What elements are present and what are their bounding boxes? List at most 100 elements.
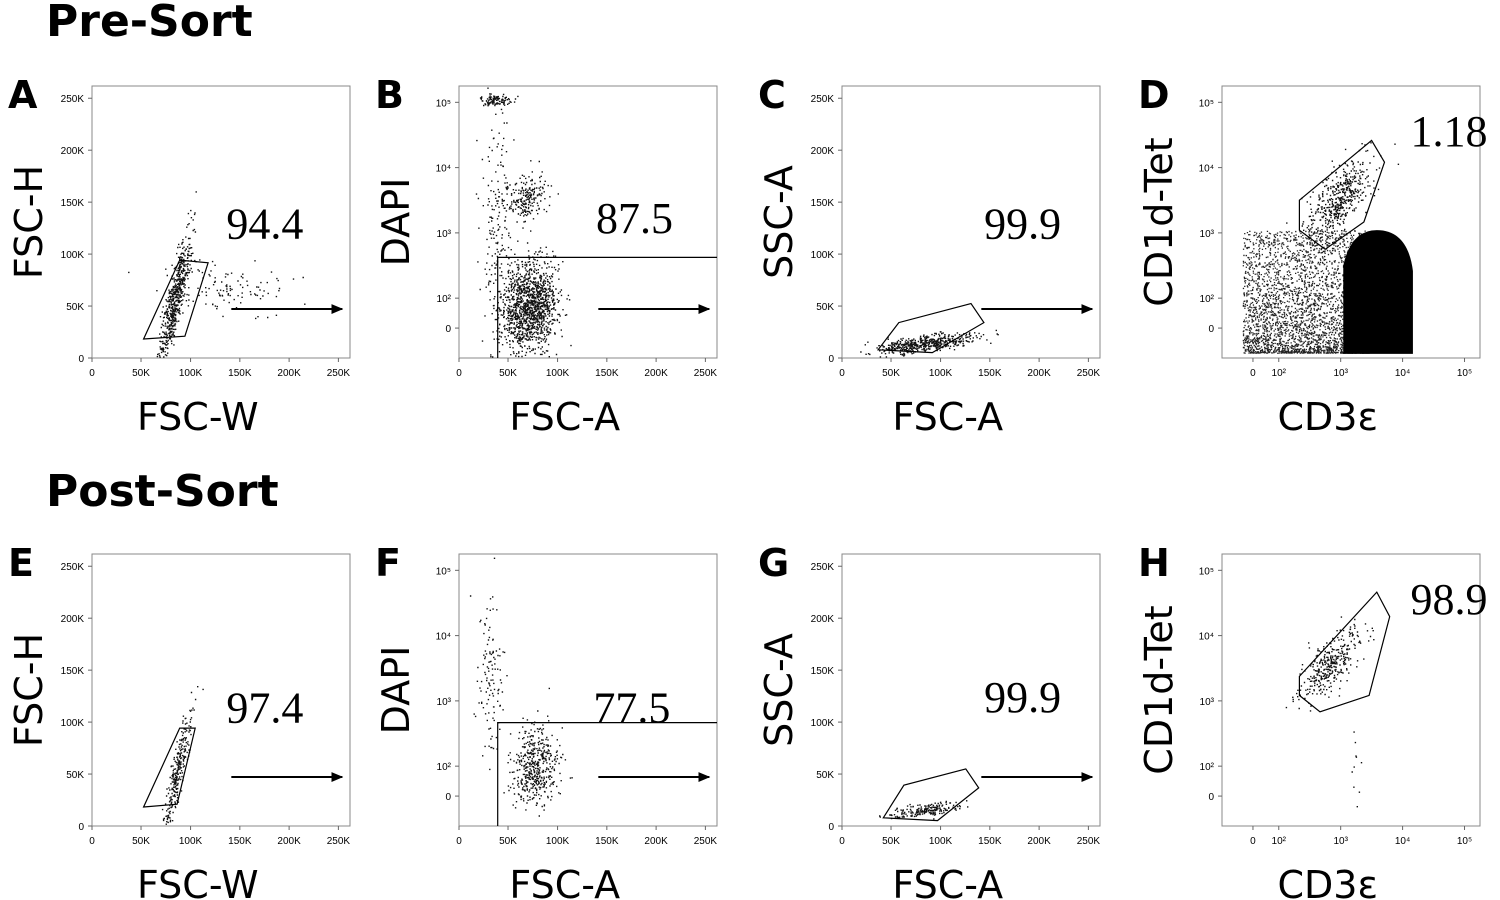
y-tick-label: 50K	[816, 302, 834, 313]
x-tick-label: 10⁴	[1395, 836, 1410, 847]
x-axis-label: FSC-W	[137, 863, 259, 900]
x-tick-label: 100K	[546, 836, 570, 847]
event-points	[161, 686, 204, 825]
gate-percentage: 77.5	[593, 684, 670, 733]
y-tick-label: 10⁴	[436, 164, 451, 175]
y-tick-label: 250K	[811, 94, 835, 105]
x-tick-label: 0	[839, 836, 845, 847]
y-tick-label: 10⁵	[1199, 98, 1214, 109]
y-axis-label: DAPI	[374, 646, 418, 735]
y-tick-label: 10²	[1200, 762, 1215, 773]
x-tick-label: 50K	[499, 368, 517, 379]
y-axis-label: CD1d-Tet	[1137, 137, 1181, 306]
background-events	[1242, 230, 1373, 354]
gate-percentage: 94.4	[226, 199, 303, 248]
y-tick-label: 100K	[61, 718, 85, 729]
x-tick-label: 10³	[1333, 836, 1348, 847]
y-tick-label: 100K	[61, 250, 85, 261]
plot-frame	[841, 85, 1101, 359]
gate-percentage: 97.4	[226, 684, 303, 733]
x-tick-label: 150K	[228, 368, 252, 379]
y-tick-label: 10³	[437, 229, 452, 240]
plot-frame	[91, 553, 351, 827]
x-tick-label: 100K	[929, 836, 953, 847]
y-tick-label: 10³	[1200, 229, 1215, 240]
y-tick-label: 150K	[811, 198, 835, 209]
y-tick-label: 0	[828, 822, 834, 833]
y-tick-label: 0	[78, 822, 84, 833]
y-tick-label: 10³	[437, 697, 452, 708]
y-tick-label: 0	[1208, 324, 1214, 335]
gate-percentage: 87.5	[596, 194, 673, 243]
y-tick-label: 250K	[61, 94, 85, 105]
panel-letter: H	[1138, 541, 1170, 585]
panel-g: G 0 50K 100K 150K 200K 250K 0 50K 100K 150K 200K 250…	[757, 541, 1101, 900]
panel-letter: E	[8, 541, 34, 585]
x-tick-label: 50K	[132, 368, 150, 379]
gate-rectangle	[497, 256, 717, 358]
y-tick-label: 0	[1208, 792, 1214, 803]
x-tick-label: 200K	[277, 368, 301, 379]
x-axis-label: FSC-A	[509, 863, 620, 900]
panel-d: D 0 10² 10³ 10⁴ 10⁵ 0 10² 10³ 10⁴ 10⁵ CD3ε CD1d-Tet 1…	[1137, 73, 1488, 439]
gate-polygon	[876, 302, 985, 354]
y-axis-label: FSC-H	[7, 165, 51, 279]
panel-e: E 0 50K 100K 150K 200K 250K 0 50K 100K 150K 200K 250…	[7, 541, 351, 900]
x-tick-label: 50K	[499, 836, 517, 847]
x-tick-label: 10³	[1333, 368, 1348, 379]
x-tick-label: 0	[456, 368, 462, 379]
event-points	[879, 800, 969, 820]
x-tick-label: 0	[89, 368, 95, 379]
x-axis-label: FSC-A	[509, 395, 620, 439]
x-tick-label: 250K	[327, 368, 351, 379]
section-title-post-sort: Post-Sort	[46, 466, 279, 517]
panel-letter: D	[1138, 73, 1170, 117]
y-tick-label: 10²	[1200, 294, 1215, 305]
x-tick-label: 150K	[595, 836, 619, 847]
event-points	[1285, 616, 1375, 808]
x-tick-label: 50K	[882, 836, 900, 847]
y-tick-label: 200K	[811, 146, 835, 157]
x-tick-label: 0	[839, 368, 845, 379]
panel-letter: A	[8, 73, 38, 117]
y-tick-label: 10⁵	[436, 566, 451, 577]
x-tick-label: 200K	[1027, 368, 1051, 379]
y-tick-label: 10³	[1200, 697, 1215, 708]
x-axis-label: FSC-W	[137, 395, 259, 439]
plot-frame	[458, 85, 718, 359]
x-tick-label: 250K	[694, 836, 718, 847]
event-points	[128, 191, 306, 358]
y-tick-label: 10²	[437, 294, 452, 305]
y-tick-label: 10⁴	[436, 632, 451, 643]
y-tick-label: 50K	[66, 302, 84, 313]
x-tick-label: 100K	[179, 836, 203, 847]
event-points	[860, 329, 999, 358]
plot-frame	[91, 85, 351, 359]
y-tick-label: 0	[78, 354, 84, 365]
x-tick-label: 250K	[327, 836, 351, 847]
gate-percentage: 98.9	[1411, 575, 1488, 624]
y-tick-label: 250K	[811, 562, 835, 573]
y-tick-label: 150K	[61, 666, 85, 677]
x-tick-label: 150K	[978, 368, 1002, 379]
gate-polygon	[1298, 139, 1386, 250]
x-tick-label: 150K	[228, 836, 252, 847]
panel-c: C 0 50K 100K 150K 200K 250K 0 50K 100K 150K 200K 250…	[757, 73, 1101, 439]
y-tick-label: 150K	[61, 198, 85, 209]
y-tick-label: 50K	[816, 770, 834, 781]
y-axis-label: SSC-A	[757, 633, 801, 747]
x-tick-label: 50K	[132, 836, 150, 847]
y-tick-label: 250K	[61, 562, 85, 573]
panel-f: F 0 50K 100K 150K 200K 250K 0 10² 10³ 10⁴ 10⁵ FSC-A D…	[374, 541, 718, 900]
x-tick-label: 100K	[546, 368, 570, 379]
y-axis-label: DAPI	[374, 178, 418, 267]
x-tick-label: 250K	[694, 368, 718, 379]
x-axis-label: CD3ε	[1278, 863, 1379, 900]
gate-polygon	[1298, 591, 1391, 713]
x-tick-label: 200K	[644, 836, 668, 847]
y-tick-label: 10⁴	[1199, 632, 1214, 643]
x-tick-label: 0	[1250, 368, 1256, 379]
event-points	[469, 557, 573, 817]
gate-rectangle	[497, 722, 717, 826]
